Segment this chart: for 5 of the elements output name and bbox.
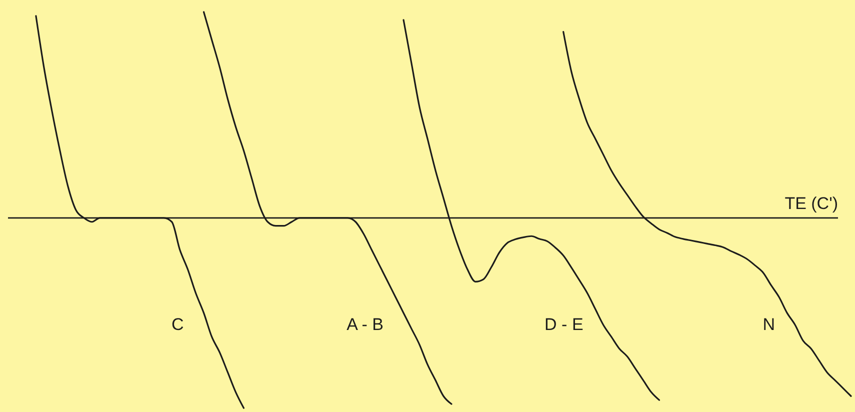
series-label: A - B xyxy=(346,314,384,334)
series-label: N xyxy=(762,314,776,334)
series-label: D - E xyxy=(544,314,584,334)
ref-line-label: TE (C') xyxy=(784,194,838,213)
series-label: C xyxy=(171,314,184,334)
